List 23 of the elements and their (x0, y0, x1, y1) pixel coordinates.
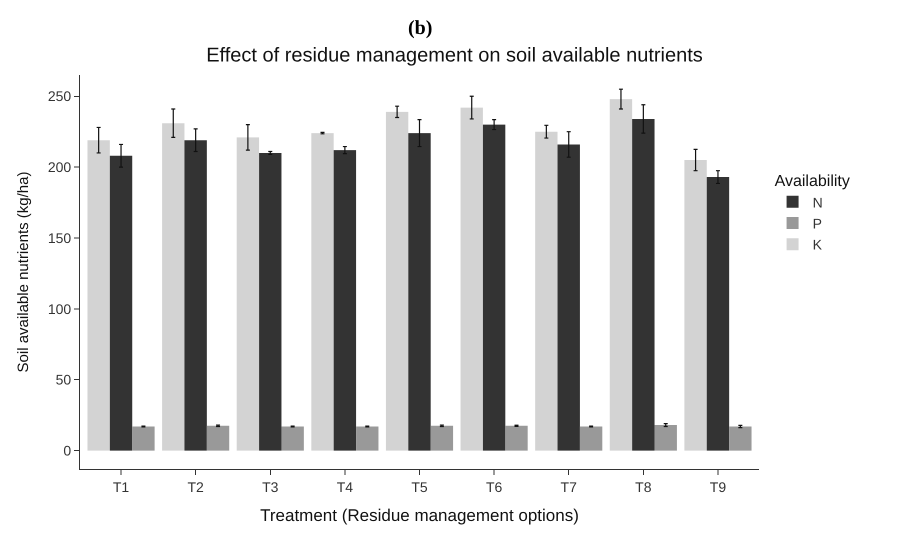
legend-label: K (812, 236, 823, 253)
y-tick-label: 50 (56, 372, 72, 388)
y-tick-label: 100 (48, 300, 72, 317)
legend-title: Availability (774, 173, 850, 190)
x-tick-label: T8 (635, 478, 652, 495)
y-tick-label: 200 (48, 159, 72, 176)
x-tick-label: T2 (187, 478, 204, 495)
x-tick-label: T5 (411, 478, 428, 495)
x-tick-label: T4 (336, 478, 354, 495)
x-axis-title: Treatment (Residue management options) (260, 506, 579, 526)
y-axis-title: Soil available nutrients (kg/ha) (15, 172, 32, 372)
x-tick-label: T6 (486, 478, 502, 495)
y-tick-label: 250 (48, 88, 72, 104)
x-tick-label: T7 (560, 478, 578, 495)
x-tick-label: T1 (112, 478, 130, 495)
x-tick-label: T9 (710, 478, 726, 495)
legend-label: N (812, 194, 823, 210)
chart-title: Effect of residue management on soil available nutrients (206, 44, 703, 66)
x-tick-label: T3 (262, 478, 279, 495)
y-tick-label: 0 (63, 442, 72, 458)
legend-label: P (812, 215, 822, 232)
y-tick-label: 150 (48, 230, 72, 246)
text: (b) (408, 17, 432, 39)
